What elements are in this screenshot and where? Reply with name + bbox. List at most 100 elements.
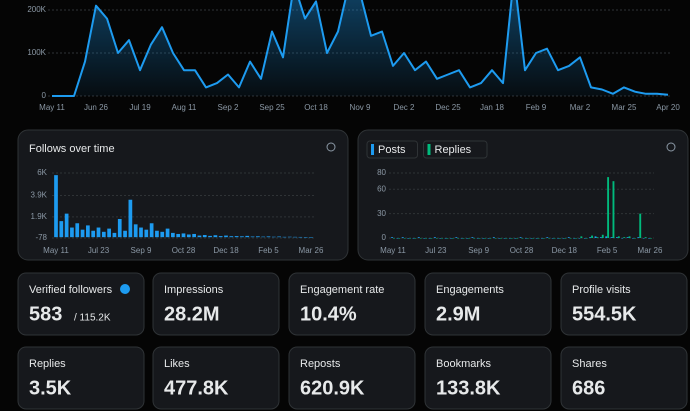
bar [551, 238, 554, 239]
stat-value: 686 [572, 377, 605, 399]
bar [530, 238, 533, 239]
x-tick-label: Mar 26 [638, 246, 663, 255]
bar [558, 238, 561, 239]
y-tick-label: 200K [27, 5, 46, 14]
bar [261, 236, 266, 238]
bar [403, 238, 406, 239]
bar [59, 221, 64, 238]
x-tick-label: Nov 9 [350, 103, 371, 112]
y-tick-label: 1.9K [31, 212, 48, 221]
bar [467, 238, 470, 239]
stat-value: 3.5K [29, 377, 72, 399]
x-tick-label: Aug 11 [172, 103, 197, 112]
bar [433, 237, 436, 238]
bar [298, 236, 303, 238]
bar [123, 230, 127, 238]
bar [144, 229, 149, 238]
bar [64, 213, 69, 238]
bar [637, 237, 640, 238]
bar [573, 238, 576, 239]
bar [401, 237, 404, 238]
x-tick-label: Dec 18 [213, 246, 239, 255]
x-tick-label: Jan 18 [480, 103, 505, 112]
bar [287, 236, 292, 238]
bar [473, 238, 476, 239]
x-tick-label: Feb 5 [258, 246, 279, 255]
bar [505, 238, 508, 239]
bar [516, 238, 519, 239]
info-icon[interactable] [326, 142, 336, 152]
y-tick-label: 80 [377, 168, 386, 177]
bar [181, 233, 186, 238]
bar [444, 238, 447, 239]
x-tick-label: Apr 20 [656, 103, 680, 112]
x-tick-label: Dec 25 [435, 103, 461, 112]
bar [101, 231, 106, 238]
stat-label: Engagement rate [300, 284, 384, 296]
stat-card [560, 346, 688, 410]
bar [417, 237, 420, 238]
x-tick-label: Jul 19 [129, 103, 151, 112]
bar [471, 237, 474, 238]
stat-value: 28.2M [164, 303, 220, 325]
stat-card [288, 346, 416, 410]
bar [648, 238, 650, 239]
y-tick-label: 0 [382, 233, 387, 242]
bar [526, 238, 529, 239]
stat-card [560, 272, 688, 336]
bar [407, 238, 410, 239]
bar [575, 238, 577, 239]
stat-value: 10.4% [300, 303, 357, 325]
x-tick-label: Sep 9 [468, 246, 489, 255]
bar [537, 238, 540, 239]
bar [589, 237, 592, 238]
bar [224, 235, 228, 238]
stat-label: Bookmarks [436, 358, 492, 370]
bar [639, 213, 642, 238]
x-tick-label: Feb 5 [597, 246, 618, 255]
bar [605, 236, 608, 238]
bar [425, 238, 427, 239]
stat-card [17, 346, 145, 410]
bar [562, 238, 565, 239]
x-tick-label: Jun 26 [84, 103, 109, 112]
bar [409, 238, 411, 239]
bar [86, 225, 90, 238]
x-tick-label: Sep 25 [259, 103, 285, 112]
info-icon[interactable] [666, 142, 676, 152]
y-tick-label: 0 [42, 91, 47, 100]
stat-label: Replies [29, 358, 66, 370]
bar [282, 236, 287, 238]
bar [117, 218, 122, 238]
stat-value: 583 [29, 303, 62, 325]
bar [266, 236, 271, 238]
bar [492, 237, 495, 238]
card-title: Follows over time [29, 143, 115, 155]
bar [542, 238, 545, 239]
x-tick-label: Feb 9 [526, 103, 547, 112]
bar [460, 238, 463, 239]
legend-box [423, 140, 488, 159]
stat-label: Shares [572, 358, 607, 370]
bar [202, 235, 207, 238]
bar [277, 236, 281, 238]
bar [519, 237, 522, 238]
legend-swatch [371, 144, 374, 155]
bar [303, 237, 308, 238]
stat-card [288, 272, 416, 336]
bar [591, 235, 593, 238]
bar [107, 228, 111, 238]
bar [466, 238, 468, 239]
stat-card [152, 346, 280, 410]
bar [612, 181, 615, 238]
bar [494, 238, 497, 239]
bar [309, 237, 313, 238]
bar [521, 238, 524, 239]
bar [482, 238, 485, 239]
bar [155, 230, 159, 238]
stat-card [152, 272, 280, 336]
bar [476, 238, 479, 239]
stat-total: / 115.2K [74, 313, 111, 324]
bar [633, 238, 636, 239]
